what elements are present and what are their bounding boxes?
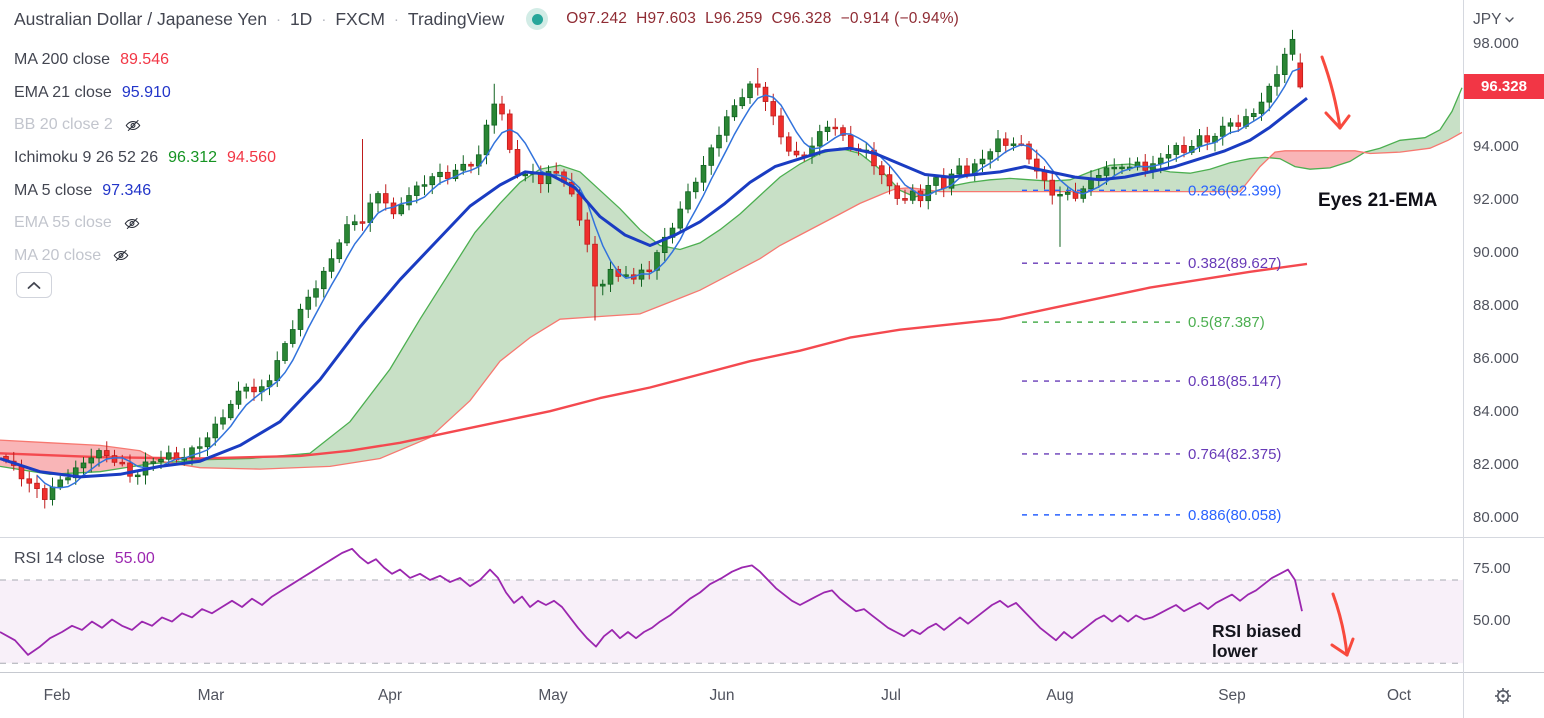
last-price-badge: 96.328 [1464,74,1544,99]
legend-item-ma-200[interactable]: MA 200 close 89.546 [14,44,276,77]
legend-item-value: 95.910 [121,83,171,101]
low-value: L96.259 [705,10,763,27]
ma-200-line[interactable] [0,262,1308,460]
annotation-eyes-21-ema: Eyes 21-EMA [1318,190,1438,211]
legend-item-label: EMA 21 close [14,83,112,101]
interval-label[interactable]: 1D [289,8,313,29]
price-tick-label: 88.000 [1473,297,1519,314]
ema-21-line[interactable] [0,97,1308,479]
legend-item-ema-55[interactable]: EMA 55 close [14,207,276,240]
rsi-tick-label: 75.00 [1473,560,1511,577]
price-tick-label: 90.000 [1473,244,1519,261]
month-label: Aug [1046,687,1074,704]
red-down-arrow [1330,592,1355,657]
month-label: Mar [198,687,225,704]
rsi-legend[interactable]: RSI 14 close 55.00 [14,550,155,568]
price-tick-label: 94.000 [1473,138,1519,155]
ma-5-line[interactable] [36,67,1301,489]
legend-item-label: EMA 55 close [14,214,112,232]
legend-item-label: MA 200 close [14,51,111,69]
price-tick-label: 84.000 [1473,403,1519,420]
price-axis[interactable]: 98.000 94.000 92.000 90.000 88.000 86.000 84.0… [1473,35,1519,629]
indicator-legend: MA 200 close 89.546 EMA 21 close 95.910 BB 2… [14,44,276,272]
chart-header: Australian Dollar / Japanese Yen · 1D · … [14,8,959,30]
ohlc-values: O97.242 H97.603 L96.259 C96.328 −0.914 (… [566,10,959,28]
chevron-up-icon [27,281,41,289]
rsi-tick-label: 50.00 [1473,612,1511,629]
fib-level-label: 0.382(89.627) [1188,255,1281,272]
candlestick-series [3,29,1304,509]
month-label: Oct [1387,687,1412,704]
legend-collapse-button[interactable] [16,272,52,298]
month-label: Sep [1218,687,1246,704]
price-tick-label: 98.000 [1473,35,1519,52]
exchange-label[interactable]: FXCM [335,8,385,29]
month-label: Jun [710,687,735,704]
separator-dot: · [393,10,399,28]
visibility-off-icon[interactable] [122,215,142,232]
rsi-pane[interactable] [0,547,1463,664]
legend-item-label: BB 20 close 2 [14,116,113,134]
annotation-line-2: lower [1212,641,1258,662]
platform-label: TradingView [407,8,505,29]
rsi-label: RSI 14 close [14,550,105,567]
price-tick-label: 86.000 [1473,350,1519,367]
ichimoku-bull-cloud [167,148,899,470]
rsi-band [0,580,1463,664]
legend-item-value: 89.546 [120,51,169,69]
month-label: Feb [44,687,71,704]
ichimoku-bull-cloud [1364,92,1460,154]
currency-label: JPY [1473,11,1502,28]
market-status-icon[interactable] [526,8,549,30]
legend-item-bb-20[interactable]: BB 20 close 2 [14,109,276,142]
change-value: −0.914 (−0.94%) [840,10,960,27]
fib-level-label: 0.5(87.387) [1188,314,1265,331]
annotation-line-1: RSI biased [1212,621,1302,641]
month-label: May [538,687,568,704]
chevron-down-icon [1505,17,1515,23]
legend-item-label: MA 5 close [14,181,93,199]
axis-settings-gear-icon[interactable] [1495,688,1511,704]
legend-item-ma-5[interactable]: MA 5 close 97.346 [14,174,276,207]
legend-item-label: Ichimoku 9 26 52 26 [14,149,159,167]
price-tick-label: 80.000 [1473,509,1519,526]
fib-level-label: 0.618(85.147) [1188,373,1281,390]
legend-item-ichimoku[interactable]: Ichimoku 9 26 52 26 96.312 94.560 [14,142,276,175]
separator-dot: · [321,10,327,28]
price-tick-label: 92.000 [1473,191,1519,208]
red-down-arrow [1320,55,1351,130]
price-pane[interactable] [0,29,1463,509]
legend-item-value: 94.560 [227,149,276,167]
fib-level-label: 0.764(82.375) [1188,446,1281,463]
price-tick-label: 82.000 [1473,456,1519,473]
ichimoku-bear-cloud [1269,150,1365,170]
close-value: C96.328 [771,10,832,27]
fib-level-label: 0.886(80.058) [1188,507,1281,524]
legend-item-value: 97.346 [102,181,152,199]
legend-item-ma-20[interactable]: MA 20 close [14,240,276,273]
open-value: O97.242 [566,10,628,27]
currency-dropdown[interactable]: JPY [1473,11,1515,29]
visibility-off-icon[interactable] [111,247,131,264]
senkou-b-line [0,131,1463,470]
high-value: H97.603 [636,10,697,27]
symbol-title[interactable]: Australian Dollar / Japanese Yen [14,8,267,29]
rsi-value: 55.00 [114,550,155,567]
rsi-line[interactable] [0,547,1303,656]
time-axis[interactable]: Feb Mar Apr May Jun Jul Aug Sep Oct [44,687,1412,704]
legend-item-label: MA 20 close [14,246,102,264]
legend-item-value: 96.312 [168,149,218,167]
ichimoku-bull-cloud [935,157,1270,192]
annotation-rsi-biased-lower: RSI biased lower [1212,621,1301,661]
visibility-off-icon[interactable] [123,117,143,134]
separator-dot: · [275,10,281,28]
month-label: Apr [378,687,402,704]
fib-level-label: 0.236(92.399) [1188,182,1281,199]
legend-item-ema-21[interactable]: EMA 21 close 95.910 [14,77,276,110]
month-label: Jul [881,687,901,704]
